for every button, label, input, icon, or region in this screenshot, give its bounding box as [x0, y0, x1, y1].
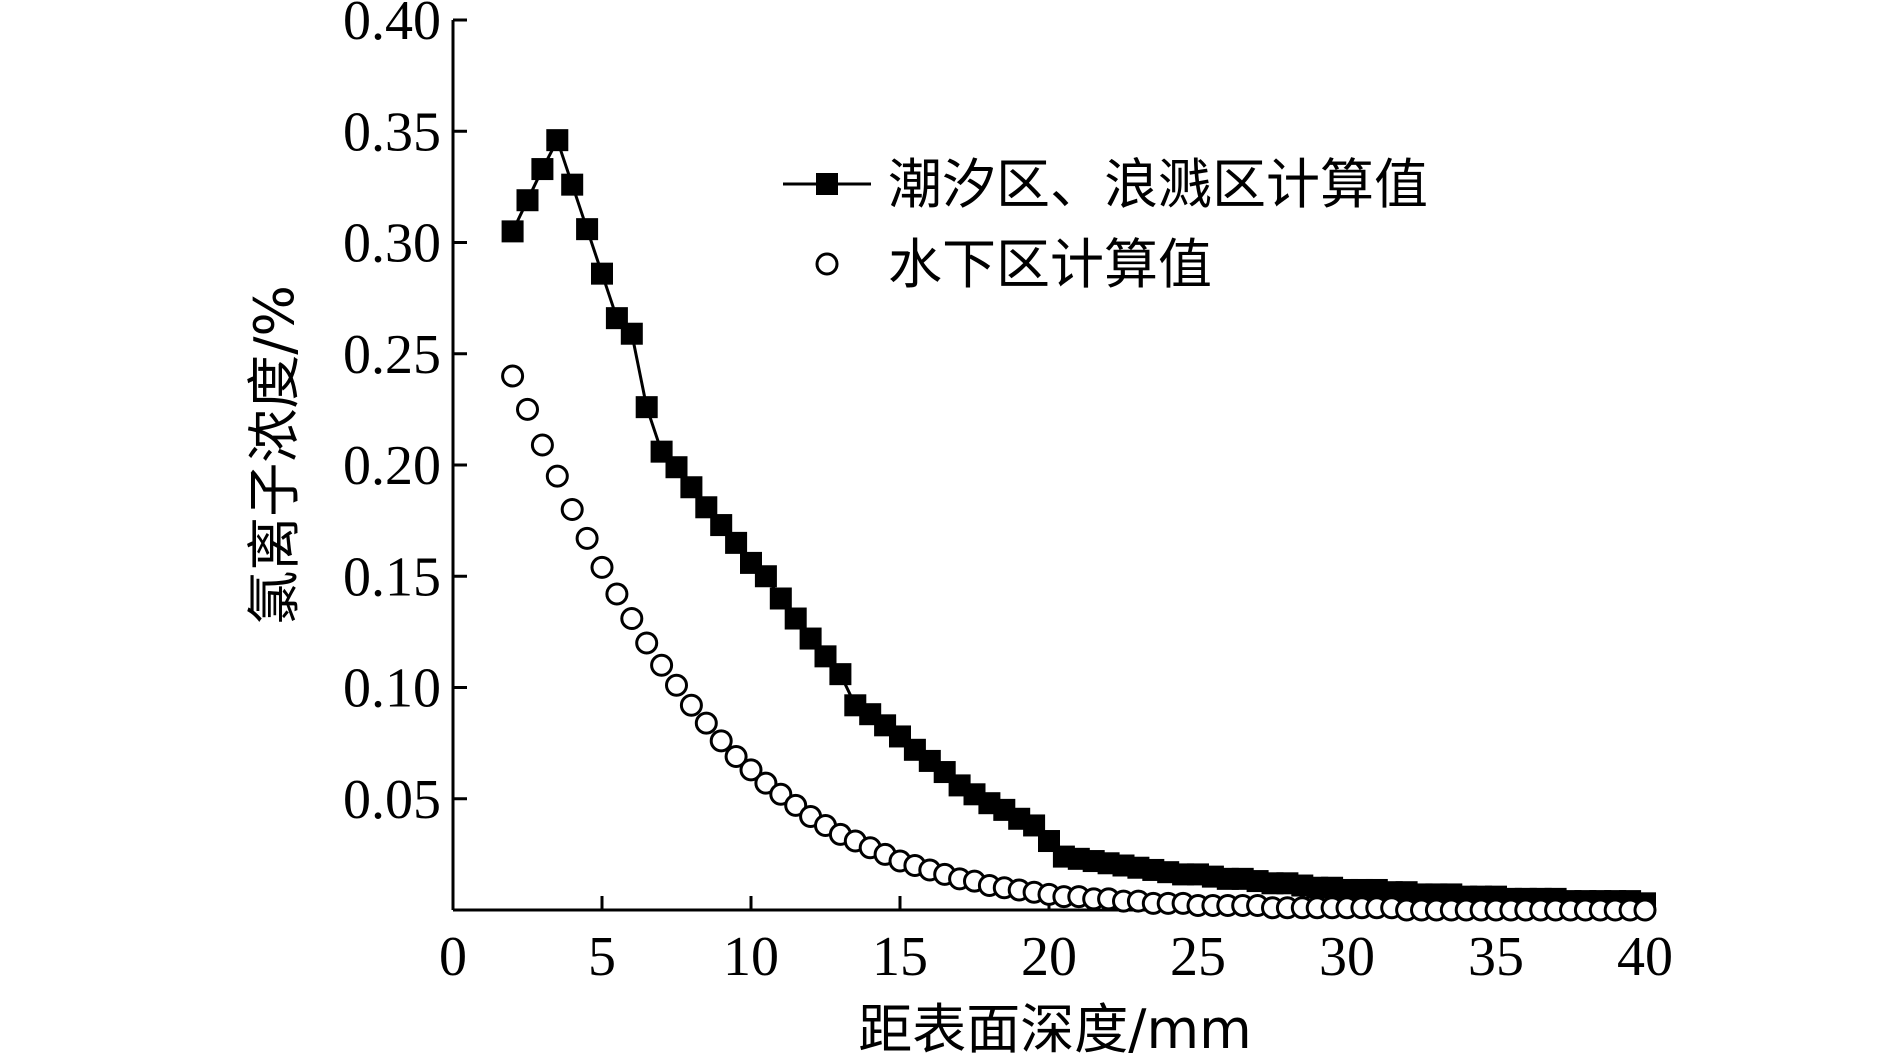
data-point-square [769, 587, 792, 610]
legend-entry-tidal: 潮汐区、浪溅区计算值 [783, 153, 1428, 216]
x-tick-label: 20 [1021, 926, 1077, 988]
data-point-square [829, 663, 852, 686]
y-tick-label: 0.10 [343, 658, 441, 720]
data-point-square [501, 220, 524, 243]
data-point-circle [739, 758, 763, 782]
data-point-square [635, 396, 658, 419]
data-point-square [561, 173, 584, 196]
legend-entry-underwater: 水下区计算值 [815, 233, 1212, 296]
legend-marker-square [816, 173, 838, 195]
data-point-circle [635, 631, 659, 655]
data-point-square [516, 189, 539, 212]
data-point-circle [501, 364, 525, 388]
series-0 [501, 129, 1656, 915]
y-axis-title: 氯离子浓度/% [243, 285, 306, 625]
data-point-square [814, 645, 837, 668]
y-tick-label: 0.40 [343, 0, 441, 52]
data-point-square [546, 129, 569, 152]
plot-series [501, 129, 1657, 922]
legend-label-underwater: 水下区计算值 [888, 233, 1212, 296]
x-axis-title: 距表面深度/mm [858, 998, 1251, 1061]
axes: 0 5 10 15 20 25 30 35 40 0.05 0.10 0.15 0.20 0.25 0.3… [343, 0, 1673, 988]
data-point-square [799, 627, 822, 650]
y-tick-label: 0.15 [343, 546, 441, 608]
x-tick-label: 25 [1170, 926, 1226, 988]
x-tick-label: 30 [1319, 926, 1375, 988]
data-point-circle [590, 555, 614, 579]
data-point-square [725, 531, 748, 554]
data-point-circle [575, 526, 599, 550]
y-tick-label: 0.35 [343, 101, 441, 163]
data-point-circle [620, 607, 644, 631]
x-tick-label: 15 [872, 926, 928, 988]
x-tick-label: 35 [1468, 926, 1524, 988]
x-tick-label: 10 [723, 926, 779, 988]
data-point-square [784, 607, 807, 630]
x-tick-label: 5 [588, 926, 616, 988]
data-point-square [620, 322, 643, 345]
y-tick-label: 0.25 [343, 324, 441, 386]
series-1 [501, 364, 1657, 922]
data-point-circle [560, 498, 584, 521]
data-point-circle [530, 433, 554, 457]
legend-label-tidal: 潮汐区、浪溅区计算值 [888, 153, 1428, 216]
x-tick-label: 40 [1617, 926, 1673, 988]
data-point-square [695, 496, 718, 519]
data-point-circle [679, 693, 703, 717]
data-point-circle [545, 464, 569, 488]
y-tick-label: 0.05 [343, 769, 441, 831]
x-tick-label: 0 [439, 926, 467, 988]
data-point-circle [605, 582, 629, 606]
data-point-circle [709, 729, 733, 753]
data-point-square [665, 456, 688, 479]
legend: 潮汐区、浪溅区计算值 水下区计算值 [783, 153, 1428, 296]
data-point-circle [665, 673, 688, 697]
legend-marker-circle [815, 252, 839, 276]
y-tick-label: 0.30 [343, 213, 441, 275]
data-point-circle [754, 771, 778, 795]
data-point-square [591, 262, 613, 285]
data-point-circle [784, 793, 808, 817]
data-point-circle [769, 782, 793, 806]
y-ticks: 0.05 0.10 0.15 0.20 0.25 0.30 0.35 0.40 [343, 0, 467, 831]
data-point-square [710, 514, 733, 537]
data-point-circle [724, 744, 748, 768]
x-ticks: 0 5 10 15 20 25 30 35 40 [439, 896, 1673, 988]
data-point-circle [1633, 898, 1657, 922]
data-point-circle [516, 397, 539, 421]
data-point-circle [694, 711, 718, 735]
data-point-square [680, 476, 703, 499]
data-point-square [754, 565, 777, 588]
data-point-circle [650, 653, 674, 677]
data-point-square [531, 158, 554, 181]
data-point-square [576, 218, 599, 241]
y-tick-label: 0.20 [343, 435, 441, 497]
